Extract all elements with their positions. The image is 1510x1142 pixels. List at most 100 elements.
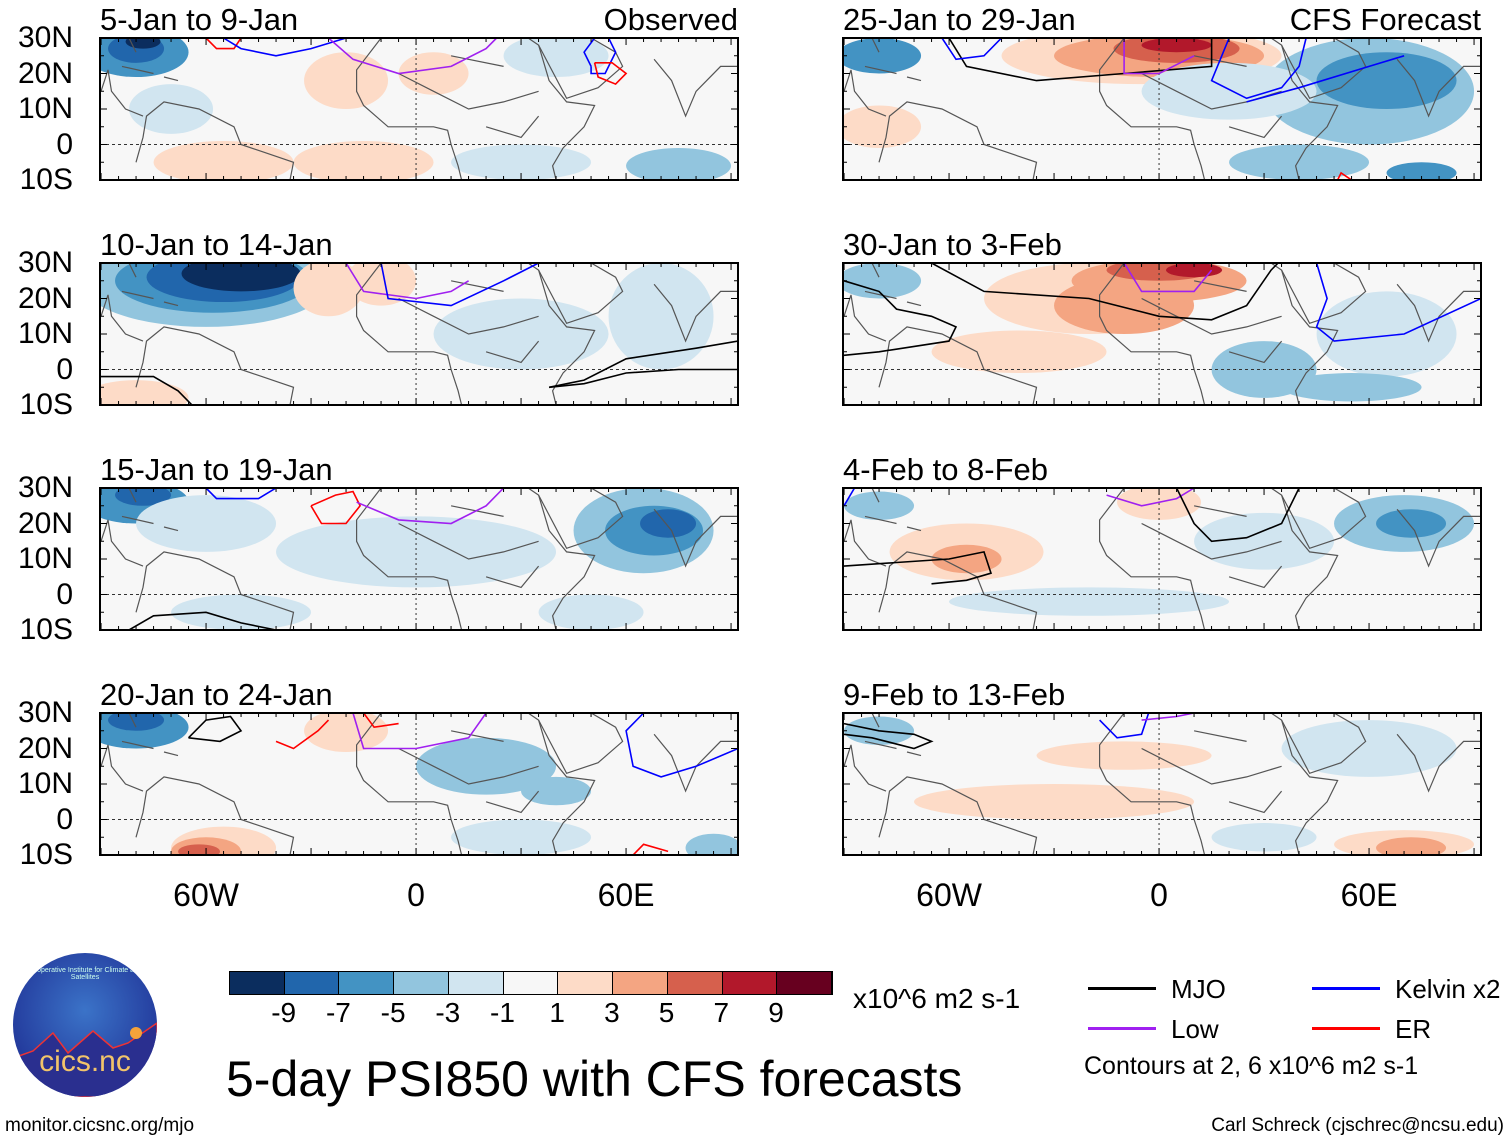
legend-label: Kelvin x2 <box>1395 974 1501 1004</box>
coastline <box>1141 297 1282 335</box>
coastline <box>878 101 1038 180</box>
coastline <box>527 488 596 630</box>
coastline <box>356 488 463 630</box>
colorbar-swatch <box>448 972 504 994</box>
latitude-label: 10S <box>19 388 73 421</box>
wave-contour <box>843 280 958 357</box>
logo-ring-text: Cooperative Institute for Climate and Sa… <box>28 967 142 981</box>
coastline <box>485 565 540 589</box>
colorbar-tick-label: -5 <box>380 997 406 1028</box>
coastline <box>1193 505 1247 517</box>
coastline <box>1270 38 1339 180</box>
coastline <box>864 290 897 300</box>
legend-line-low <box>1088 1027 1156 1030</box>
latitude-label: 20N <box>17 506 73 540</box>
coastline <box>844 488 880 503</box>
coastline <box>1141 522 1282 560</box>
logo-text: cics.nc <box>39 1045 131 1078</box>
coastline <box>1270 263 1339 405</box>
psi-anomaly-region <box>1316 52 1457 109</box>
colorbar-swatch <box>503 972 559 994</box>
coastline <box>1281 263 1367 325</box>
coastline <box>878 551 1038 630</box>
psi-anomaly-region <box>100 380 189 405</box>
coastline <box>135 776 295 855</box>
latitude-label: 30N <box>17 471 73 504</box>
psi-anomaly-region <box>503 38 609 78</box>
psi-anomaly-region <box>843 38 922 74</box>
wave-contour <box>1099 713 1150 739</box>
coastline <box>527 263 596 405</box>
panel-title: 4-Feb to 8-Feb <box>843 452 1049 487</box>
wave-contour <box>205 38 242 50</box>
wave-contour <box>187 715 243 743</box>
psi-anomaly-region <box>949 587 1230 616</box>
coastline <box>398 297 539 335</box>
colorbar-swatch <box>394 972 449 994</box>
wave-contour <box>632 843 669 855</box>
coastline <box>356 713 463 855</box>
psi-anomaly-region <box>171 594 312 630</box>
coastline <box>844 38 880 53</box>
latitude-label: 20N <box>17 281 73 315</box>
latitude-label: 0 <box>56 127 73 161</box>
coastline <box>1193 280 1247 292</box>
wave-contour <box>1315 263 1481 342</box>
longitude-label: 0 <box>1150 877 1168 913</box>
wave-contour <box>843 722 934 750</box>
legend-label: Low <box>1171 1014 1219 1044</box>
coastline <box>653 733 738 793</box>
map-panel <box>842 37 1482 181</box>
colorbar-tick-label: -7 <box>325 997 351 1028</box>
latitude-label: 20N <box>17 56 73 90</box>
coastline <box>485 790 540 814</box>
psi-anomaly-region <box>1376 837 1447 855</box>
wave-contour <box>362 713 399 729</box>
coastline <box>864 515 897 525</box>
coastline <box>1228 340 1283 364</box>
colorbar-tick-label: 3 <box>604 997 620 1028</box>
psi-anomaly-region <box>640 509 697 538</box>
map-panel <box>99 712 739 856</box>
panel-title: 10-Jan to 14-Jan <box>100 227 333 262</box>
coastline <box>906 526 922 532</box>
latitude-label: 20N <box>17 731 73 765</box>
panel-source-label: CFS Forecast <box>1289 2 1481 37</box>
wave-contour <box>1175 488 1300 543</box>
contour-note: Contours at 2, 6 x10^6 m2 s-1 <box>1084 1052 1419 1080</box>
psi-anomaly-region <box>1386 162 1457 180</box>
coastline <box>398 747 539 785</box>
coastline <box>878 776 1038 855</box>
coastline <box>1228 115 1283 139</box>
psi-anomaly-region <box>178 844 221 855</box>
psi-anomaly-region <box>538 594 644 630</box>
map-panel <box>842 712 1482 856</box>
wave-contour <box>1210 38 1307 100</box>
psi-anomaly-region <box>1376 509 1447 538</box>
colorbar-tick-label: 5 <box>658 997 675 1028</box>
latitude-label: 0 <box>56 802 73 836</box>
psi-anomaly-region <box>129 84 214 134</box>
wave-contour <box>275 719 330 750</box>
longitude-label: 60W <box>173 877 239 913</box>
coastline <box>121 290 154 300</box>
coastline <box>1099 38 1206 180</box>
coastline <box>843 69 887 117</box>
coastline <box>864 740 897 750</box>
coastline <box>163 76 179 82</box>
coastline <box>450 280 504 292</box>
panel-title: 20-Jan to 24-Jan <box>100 677 333 712</box>
psi-anomaly-region <box>1316 291 1457 377</box>
latitude-label: 10N <box>17 317 73 350</box>
psi-anomaly-region <box>304 52 389 109</box>
longitude-label: 60E <box>1340 877 1398 913</box>
psi-anomaly-region <box>843 263 922 299</box>
coastline <box>653 508 738 568</box>
wave-contour <box>128 611 277 630</box>
latitude-label: 30N <box>17 246 73 279</box>
wave-contour <box>1123 263 1213 293</box>
latitude-label: 0 <box>56 352 73 386</box>
website-url[interactable]: monitor.cicsnc.org/mjo <box>5 1115 195 1136</box>
coastline <box>906 751 922 757</box>
coastline <box>101 263 137 278</box>
